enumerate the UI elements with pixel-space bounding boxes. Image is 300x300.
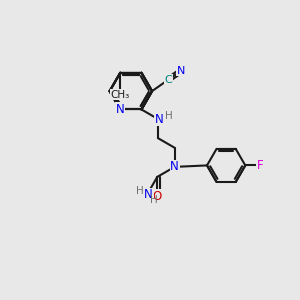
Text: H: H	[165, 110, 173, 121]
Text: F: F	[257, 159, 263, 172]
Text: H: H	[150, 194, 158, 205]
Text: H: H	[136, 186, 144, 196]
Text: CH₃: CH₃	[110, 90, 129, 100]
Text: N: N	[176, 66, 185, 76]
Text: C: C	[165, 75, 172, 85]
Text: N: N	[116, 103, 124, 116]
Text: N: N	[154, 112, 163, 125]
Text: N: N	[170, 160, 179, 173]
Text: O: O	[153, 190, 162, 202]
Text: N: N	[144, 188, 153, 201]
